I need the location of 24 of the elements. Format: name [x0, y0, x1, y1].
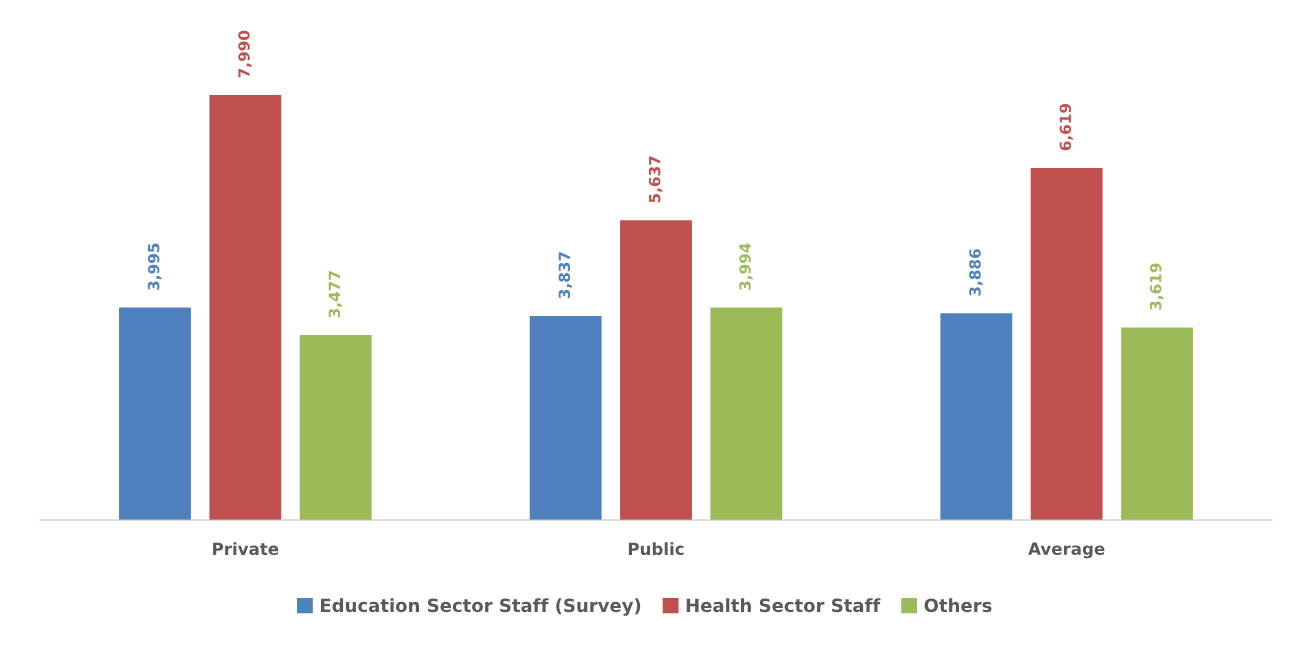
bar [119, 307, 191, 520]
x-tick-label: Public [628, 542, 684, 556]
data-label: 7,990 [238, 30, 252, 78]
data-label: 3,619 [1149, 263, 1164, 310]
data-label: 5,637 [648, 156, 663, 203]
bar [710, 307, 783, 520]
bar [529, 315, 602, 520]
bar [299, 335, 372, 520]
bar [1121, 327, 1193, 520]
data-label: 3,837 [558, 252, 573, 299]
bar [940, 313, 1013, 520]
bar [620, 220, 692, 520]
bar [1030, 167, 1103, 520]
data-label: 3,477 [328, 271, 343, 318]
data-label: 3,995 [147, 243, 162, 290]
legend-label: Health Sector Staff [686, 598, 881, 613]
legend-label: Education Sector Staff (Survey) [320, 598, 641, 616]
data-label: 6,619 [1059, 103, 1074, 151]
data-label: 3,886 [969, 249, 983, 296]
x-tick-label: Private [213, 542, 279, 556]
data-label: 3,994 [739, 243, 753, 290]
legend-label: Others [924, 598, 992, 613]
bar [209, 95, 282, 520]
x-tick-label: Average [1028, 542, 1105, 559]
